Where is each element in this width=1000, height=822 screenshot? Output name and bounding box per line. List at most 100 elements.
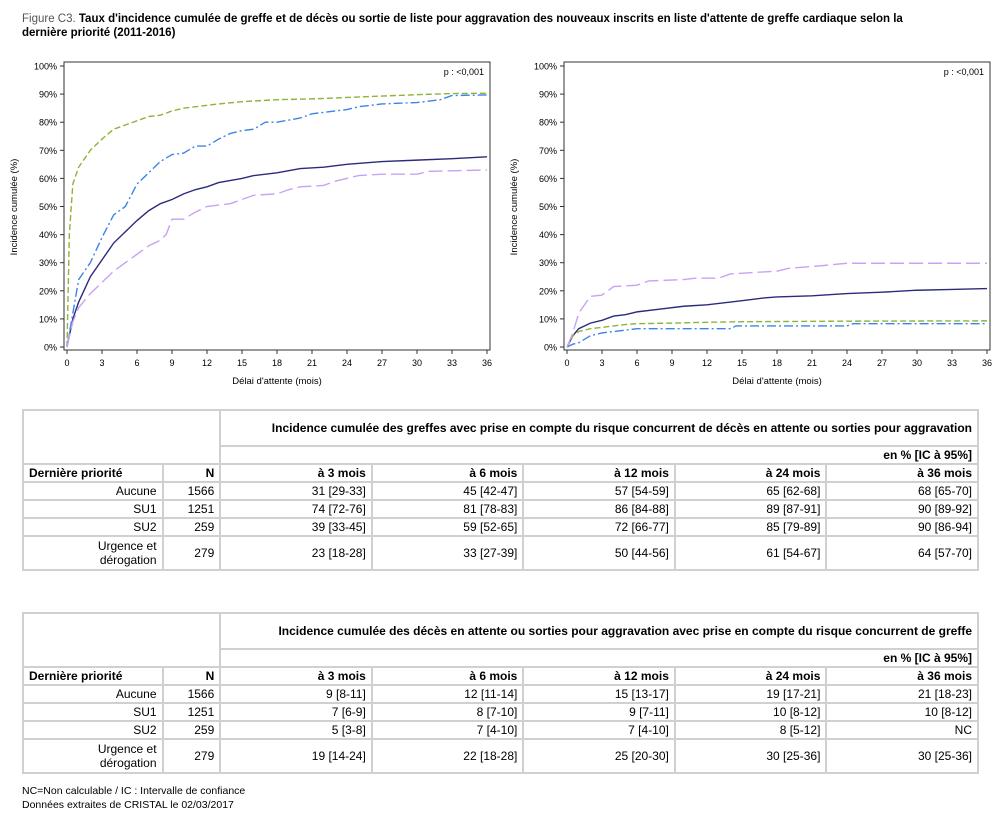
y-tick-label: 20% <box>539 286 557 296</box>
y-tick-label: 20% <box>39 286 57 296</box>
priority-cell: Aucune <box>22 684 164 704</box>
priority-cell: Urgence et dérogation <box>22 535 164 571</box>
series-line-aucune <box>66 156 488 348</box>
value-cell: 23 [18-28] <box>219 535 373 571</box>
value-cell: 90 [89-92] <box>825 499 979 519</box>
column-header: N <box>161 463 222 483</box>
figure-title: Figure C3. Taux d'incidence cumulée de g… <box>22 12 922 40</box>
n-cell: 1566 <box>161 481 222 501</box>
plot-frame <box>63 61 491 351</box>
value-cell: 59 [52-65] <box>370 517 525 537</box>
table-row: Urgence et dérogation 279 19 [14-24] 22 [18… <box>22 738 979 774</box>
p-value-annotation: p : <0,001 <box>444 67 484 77</box>
value-cell: 45 [42-47] <box>370 481 525 501</box>
table-row: SU1 1251 74 [72-76] 81 [78-83] 86 [84-88] 89 … <box>22 499 979 519</box>
empty-corner <box>21 612 222 668</box>
table-row: Aucune 1566 9 [8-11] 12 [11-14] 15 [13-17] 19… <box>22 684 979 704</box>
y-tick-label: 30% <box>39 258 57 268</box>
n-cell: 279 <box>161 535 222 571</box>
y-tick-label: 60% <box>39 174 57 184</box>
n-cell: 1566 <box>161 684 222 704</box>
n-cell: 259 <box>161 517 222 537</box>
value-cell: 81 [78-83] <box>370 499 525 519</box>
y-tick-label: 100% <box>534 62 557 72</box>
x-tick-label: 12 <box>202 358 212 368</box>
y-tick-label: 70% <box>539 146 557 156</box>
value-cell: 22 [18-28] <box>370 738 525 774</box>
y-tick-label: 50% <box>39 202 57 212</box>
transplant-incidence-table: Incidence cumulée des greffes avec prise… <box>21 409 979 571</box>
value-cell: 12 [11-14] <box>370 684 525 704</box>
column-header: à 24 mois <box>673 463 828 483</box>
table-row: Urgence et dérogation 279 23 [18-28] 33 [27… <box>22 535 979 571</box>
value-cell: 57 [54-59] <box>522 481 676 501</box>
figure-title-text: Taux d'incidence cumulée de greffe et de… <box>22 13 903 39</box>
value-cell: 64 [57-70] <box>825 535 979 571</box>
column-header: à 3 mois <box>219 666 373 686</box>
value-cell: 72 [66-77] <box>522 517 676 537</box>
y-tick-label: 40% <box>539 230 557 240</box>
x-tick-label: 30 <box>412 358 422 368</box>
priority-cell: SU1 <box>22 702 164 722</box>
value-cell: 50 [44-56] <box>522 535 676 571</box>
x-tick-label: 15 <box>737 358 747 368</box>
value-cell: 74 [72-76] <box>219 499 373 519</box>
column-header: à 6 mois <box>370 666 525 686</box>
y-tick-label: 80% <box>539 118 557 128</box>
value-cell: 9 [7-11] <box>522 702 676 722</box>
series-line-su2 <box>566 322 987 348</box>
value-cell: 86 [84-88] <box>522 499 676 519</box>
series-line-aucune <box>566 287 988 348</box>
footer-note: NC=Non calculable / IC : Intervalle de c… <box>22 785 246 797</box>
n-cell: 279 <box>161 738 222 774</box>
x-tick-label: 3 <box>599 358 604 368</box>
y-axis-label: Incidence cumulée (%) <box>9 159 20 256</box>
y-tick-label: 70% <box>39 146 57 156</box>
column-header: Dernière priorité <box>22 666 164 686</box>
figure-label: Figure C3. <box>22 13 76 25</box>
y-tick-label: 50% <box>539 202 557 212</box>
series-line-su1 <box>566 320 988 348</box>
table-caption: Incidence cumulée des décès en attente o… <box>219 612 979 650</box>
n-cell: 259 <box>161 720 222 740</box>
x-tick-label: 24 <box>842 358 852 368</box>
y-tick-label: 80% <box>39 118 57 128</box>
table-caption: Incidence cumulée des greffes avec prise… <box>219 409 979 447</box>
x-axis-label: Délai d'attente (mois) <box>232 376 321 387</box>
value-cell: 85 [79-89] <box>673 517 828 537</box>
x-tick-label: 24 <box>342 358 352 368</box>
x-tick-label: 30 <box>912 358 922 368</box>
value-cell: 9 [8-11] <box>219 684 373 704</box>
y-axis-label: Incidence cumulée (%) <box>509 159 520 256</box>
value-cell: 8 [7-10] <box>370 702 525 722</box>
n-cell: 1251 <box>161 499 222 519</box>
value-cell: 7 [4-10] <box>522 720 676 740</box>
x-tick-label: 27 <box>877 358 887 368</box>
x-tick-label: 6 <box>634 358 639 368</box>
empty-corner <box>21 409 222 465</box>
plot-frame <box>563 61 991 351</box>
p-value-annotation: p : <0,001 <box>944 67 984 77</box>
column-header: à 3 mois <box>219 463 373 483</box>
value-cell: 19 [17-21] <box>673 684 828 704</box>
priority-cell: SU1 <box>22 499 164 519</box>
x-tick-label: 18 <box>272 358 282 368</box>
x-tick-label: 18 <box>772 358 782 368</box>
column-header: à 36 mois <box>825 463 979 483</box>
value-cell: 25 [20-30] <box>522 738 676 774</box>
column-header: à 12 mois <box>522 463 676 483</box>
value-cell: 8 [5-12] <box>673 720 828 740</box>
y-tick-label: 40% <box>39 230 57 240</box>
x-tick-label: 12 <box>702 358 712 368</box>
column-header: Dernière priorité <box>22 463 164 483</box>
value-cell: 89 [87-91] <box>673 499 828 519</box>
x-tick-label: 33 <box>947 358 957 368</box>
series-line-urgence <box>566 262 987 348</box>
x-tick-label: 3 <box>99 358 104 368</box>
y-tick-label: 30% <box>539 258 557 268</box>
x-tick-label: 15 <box>237 358 247 368</box>
table-unit: en % [IC à 95%] <box>219 445 979 465</box>
death-incidence-table: Incidence cumulée des décès en attente o… <box>21 612 979 774</box>
value-cell: 21 [18-23] <box>825 684 979 704</box>
y-tick-label: 10% <box>539 314 557 324</box>
